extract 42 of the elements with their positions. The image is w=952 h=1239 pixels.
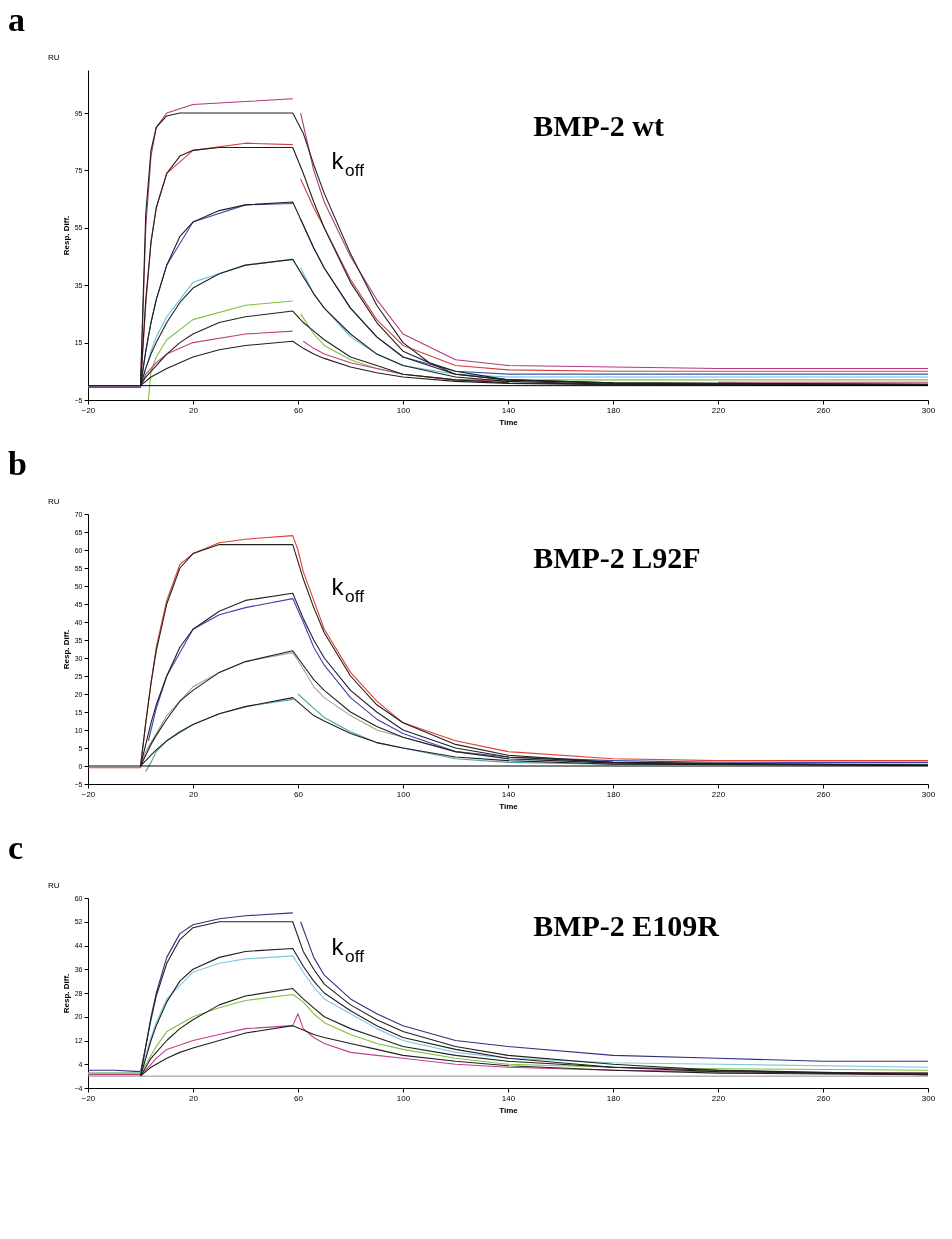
x-tick-label: 260 <box>816 405 831 415</box>
x-tick-label: 180 <box>606 1093 621 1103</box>
text: RU <box>48 497 60 506</box>
x-tick-label: 100 <box>396 405 411 415</box>
x-tick-label: 180 <box>606 789 621 799</box>
chart-title: b <box>8 445 27 482</box>
x-tick-label: 140 <box>501 405 516 415</box>
x-tick-label: −20 <box>81 405 96 415</box>
y-axis-title: Resp. Diff. <box>61 973 71 1014</box>
x-tick-label: 180 <box>606 405 621 415</box>
text: RU <box>48 53 60 62</box>
x-axis-title: Time <box>499 801 519 811</box>
x-tick-label: 100 <box>396 1093 411 1103</box>
chart-title: a <box>8 1 25 38</box>
y-axis-title: Resp. Diff. <box>61 215 71 256</box>
x-tick-label: 140 <box>501 789 516 799</box>
annotation: BMP-2 E109R <box>533 909 720 942</box>
annotation: BMP-2 wt <box>533 109 665 142</box>
text: RU <box>48 881 60 890</box>
x-tick-label: 220 <box>711 789 726 799</box>
x-tick-label: 60 <box>294 405 304 415</box>
x-tick-label: 60 <box>294 789 304 799</box>
x-axis-title: Time <box>499 1105 519 1115</box>
x-tick-label: 300 <box>921 1093 936 1103</box>
x-tick-label: 260 <box>816 789 831 799</box>
x-tick-label: 20 <box>189 405 199 415</box>
x-tick-label: 300 <box>921 405 936 415</box>
x-tick-label: 300 <box>921 789 936 799</box>
y-axis-title: Resp. Diff. <box>61 629 71 670</box>
chart-title: c <box>8 829 24 866</box>
x-tick-label: 100 <box>396 789 411 799</box>
x-tick-label: −20 <box>81 1093 96 1103</box>
x-tick-label: 20 <box>189 789 199 799</box>
x-axis-title: Time <box>499 417 519 427</box>
x-tick-label: 260 <box>816 1093 831 1103</box>
x-tick-label: 60 <box>294 1093 304 1103</box>
x-tick-label: 20 <box>189 1093 199 1103</box>
annotation: BMP-2 L92F <box>533 541 701 574</box>
x-tick-label: −20 <box>81 789 96 799</box>
x-tick-label: 220 <box>711 1093 726 1103</box>
x-tick-label: 140 <box>501 1093 516 1103</box>
x-tick-label: 220 <box>711 405 726 415</box>
